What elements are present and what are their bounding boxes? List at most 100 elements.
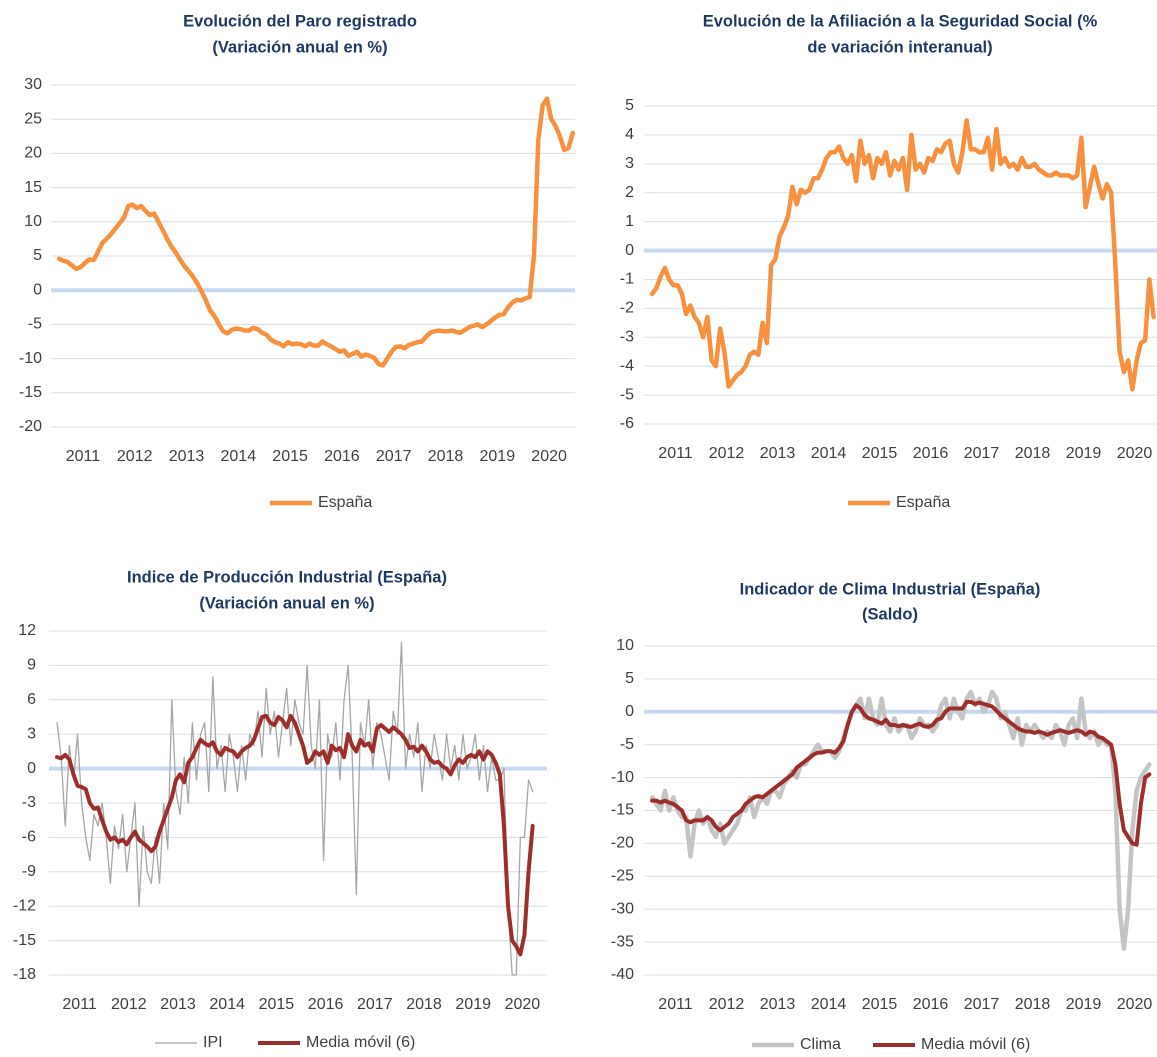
chart-panel: Evolución del Paro registrado (Variación …	[19, 12, 576, 511]
x-tick-label: 2014	[221, 448, 257, 465]
x-tick-label: 2015	[862, 445, 898, 462]
y-tick-label: 25	[24, 110, 42, 127]
x-tick-label: 2018	[1015, 996, 1051, 1013]
y-tick-label: 3	[625, 155, 634, 172]
y-tick-label: 2	[625, 184, 634, 201]
y-tick-label: -3	[22, 794, 36, 811]
chart-title: Evolución de la Afiliación a la Segurida…	[703, 12, 1098, 30]
chart-panel: Indicador de Clima Industrial (España) (S…	[611, 580, 1157, 1053]
y-tick-label: -12	[13, 897, 36, 914]
y-tick-label: -10	[611, 769, 634, 786]
legend-label: IPI	[203, 1034, 223, 1051]
y-tick-label: 0	[625, 703, 634, 720]
y-tick-label: -2	[620, 300, 634, 317]
x-tick-label: 2011	[66, 448, 101, 465]
y-tick-label: -6	[620, 415, 634, 432]
chart-title: Indicador de Clima Industrial (España)	[740, 580, 1041, 598]
y-tick-label: 5	[625, 97, 634, 114]
x-tick-label: 2014	[811, 996, 847, 1013]
x-tick-label: 2012	[709, 445, 745, 462]
x-tick-label: 2013	[169, 448, 205, 465]
x-tick-label: 2016	[324, 448, 360, 465]
x-tick-label: 2014	[209, 996, 245, 1013]
y-tick-label: -25	[611, 868, 634, 885]
chart-title: (Saldo)	[862, 605, 918, 623]
y-tick-label: 6	[27, 691, 36, 708]
x-tick-label: 2013	[760, 996, 796, 1013]
x-tick-label: 2019	[1066, 445, 1102, 462]
x-tick-label: 2019	[455, 996, 491, 1013]
x-tick-label: 2015	[259, 996, 295, 1013]
x-tick-label: 2013	[160, 996, 196, 1013]
x-tick-label: 2017	[357, 996, 393, 1013]
y-tick-label: -35	[611, 933, 634, 950]
x-tick-label: 2016	[308, 996, 344, 1013]
y-tick-label: 0	[27, 760, 36, 777]
y-tick-label: 10	[616, 637, 634, 654]
series-line	[649, 689, 1152, 951]
y-tick-label: -9	[22, 863, 36, 880]
x-tick-label: 2018	[406, 996, 442, 1013]
x-tick-label: 2017	[376, 448, 412, 465]
x-tick-label: 2012	[111, 996, 147, 1013]
y-tick-label: 15	[24, 179, 42, 196]
y-tick-label: -15	[611, 802, 634, 819]
x-tick-label: 2020	[1117, 996, 1153, 1013]
x-tick-label: 2018	[1015, 445, 1051, 462]
x-tick-label: 2014	[811, 445, 847, 462]
y-tick-label: 0	[625, 242, 634, 259]
x-tick-label: 2013	[760, 445, 796, 462]
y-tick-label: 9	[27, 657, 36, 674]
y-tick-label: -18	[13, 966, 36, 983]
x-tick-label: 2011	[658, 996, 693, 1013]
x-tick-label: 2018	[428, 448, 464, 465]
x-tick-label: 2012	[117, 448, 153, 465]
x-tick-label: 2015	[862, 996, 898, 1013]
legend-label: España	[896, 494, 950, 511]
y-tick-label: -5	[620, 736, 634, 753]
x-tick-label: 2015	[272, 448, 308, 465]
x-tick-label: 2019	[480, 448, 516, 465]
chart-title: (Variación anual en %)	[199, 594, 374, 612]
y-tick-label: -5	[28, 316, 42, 333]
y-tick-label: 3	[27, 725, 36, 742]
series-line	[56, 641, 534, 976]
y-tick-label: 4	[625, 126, 634, 143]
y-tick-label: -15	[13, 932, 36, 949]
legend-label: Media móvil (6)	[921, 1036, 1030, 1053]
y-tick-label: 30	[24, 76, 42, 93]
legend-label: Clima	[800, 1036, 841, 1053]
chart-title: Evolución del Paro registrado	[183, 12, 417, 30]
x-tick-label: 2017	[964, 445, 1000, 462]
legend-label: Media móvil (6)	[306, 1034, 415, 1051]
y-tick-label: 5	[625, 670, 634, 687]
x-tick-label: 2020	[1117, 445, 1153, 462]
y-tick-label: 5	[33, 247, 42, 264]
series-line	[650, 699, 1152, 847]
chart-title: (Variación anual en %)	[212, 38, 387, 56]
x-tick-label: 2020	[505, 996, 541, 1013]
series-line	[56, 96, 576, 368]
chart-title: de variación interanual)	[807, 38, 992, 56]
x-tick-label: 2011	[62, 996, 97, 1013]
y-tick-label: 0	[33, 281, 42, 298]
y-tick-label: -6	[22, 829, 36, 846]
legend-label: España	[318, 494, 372, 511]
chart-panel: Indice de Producción Industrial (España)…	[13, 568, 547, 1051]
y-tick-label: 10	[24, 213, 42, 230]
y-tick-label: 20	[24, 145, 42, 162]
y-tick-label: -3	[620, 328, 634, 345]
y-tick-label: -5	[620, 386, 634, 403]
y-tick-label: -40	[611, 966, 634, 983]
x-tick-label: 2017	[964, 996, 1000, 1013]
x-tick-label: 2016	[913, 996, 949, 1013]
y-tick-label: 12	[18, 622, 36, 639]
y-tick-label: -20	[611, 835, 634, 852]
y-tick-label: -1	[620, 271, 634, 288]
x-tick-label: 2016	[913, 445, 949, 462]
chart-panel: Evolución de la Afiliación a la Segurida…	[620, 12, 1157, 511]
y-tick-label: -10	[19, 350, 42, 367]
y-tick-label: -15	[19, 384, 42, 401]
x-tick-label: 2020	[531, 448, 567, 465]
series-line	[55, 713, 535, 957]
